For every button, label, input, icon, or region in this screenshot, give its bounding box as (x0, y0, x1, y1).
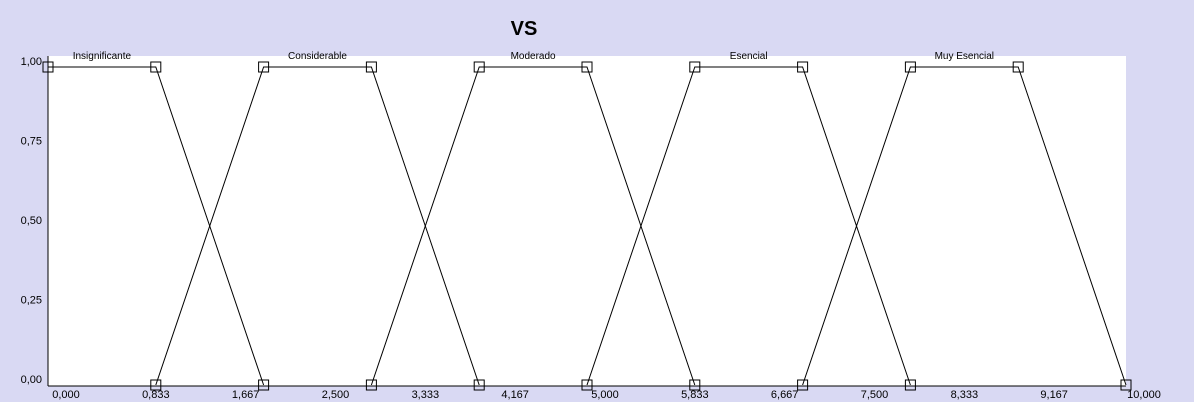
series-point-marker (473, 379, 485, 391)
series-point-marker (365, 61, 377, 73)
y-tick-label: 0,25 (21, 295, 42, 307)
series-point-marker (797, 379, 809, 391)
chart-title: VS (511, 18, 538, 40)
x-tick-label: 7,500 (861, 389, 889, 401)
series-label: Muy Esencial (935, 51, 994, 62)
series-point-marker (42, 61, 54, 73)
x-tick-label: 9,167 (1040, 389, 1068, 401)
series-point-marker (150, 61, 162, 73)
plot-area (48, 56, 1126, 386)
series-point-marker (797, 61, 809, 73)
y-tick-label: 1,00 (21, 56, 42, 68)
series-line-5 (802, 66, 1127, 386)
series-point-marker (689, 379, 701, 391)
series-point-marker (581, 61, 593, 73)
series-point-marker (150, 379, 162, 391)
x-tick-label: 1,667 (232, 389, 260, 401)
series-label: Insignificante (73, 51, 132, 62)
series-line-1 (48, 66, 265, 386)
series-point-marker (1120, 379, 1132, 391)
series-point-marker (258, 379, 270, 391)
x-tick-label: 0,000 (52, 389, 80, 401)
x-tick-label: 8,333 (951, 389, 979, 401)
x-tick-label: 4,167 (501, 389, 529, 401)
series-point-marker (473, 61, 485, 73)
x-tick-label: 2,500 (322, 389, 350, 401)
series-point-marker (689, 61, 701, 73)
series-point-marker (258, 61, 270, 73)
y-tick-label: 0,75 (21, 136, 42, 148)
series-point-marker (904, 379, 916, 391)
x-tick-label: 0,833 (142, 389, 170, 401)
x-tick-label: 10,000 (1127, 389, 1161, 401)
series-point-marker (581, 379, 593, 391)
x-tick-label: 5,000 (591, 389, 619, 401)
x-tick-label: 3,333 (412, 389, 440, 401)
series-label: Esencial (730, 51, 768, 62)
series-point-marker (1012, 61, 1024, 73)
y-tick-label: 0,50 (21, 215, 42, 227)
y-tick-label: 0,00 (21, 374, 42, 386)
series-point-marker (365, 379, 377, 391)
series-label: Considerable (288, 51, 347, 62)
series-label: Moderado (511, 51, 556, 62)
x-tick-label: 5,833 (681, 389, 709, 401)
x-tick-label: 6,667 (771, 389, 799, 401)
series-point-marker (904, 61, 916, 73)
